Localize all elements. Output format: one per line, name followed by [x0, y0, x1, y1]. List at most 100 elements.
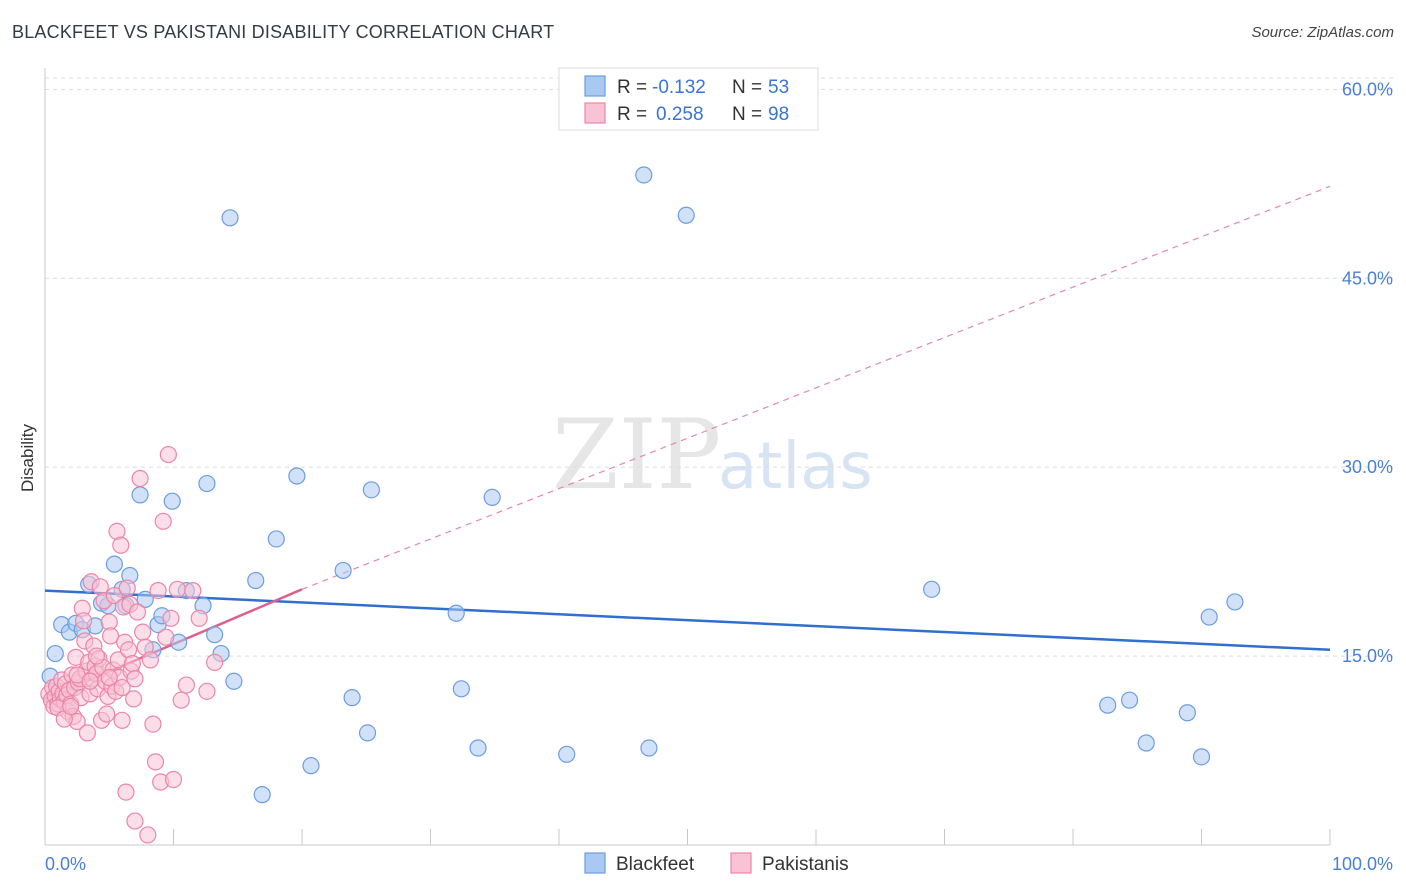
point-pakistanis [139, 826, 157, 844]
y-tick-label: 15.0% [1342, 646, 1393, 666]
legend-r-value: 0.258 [656, 104, 704, 125]
point-blackfeet [483, 488, 501, 506]
point-pakistanis [144, 715, 162, 733]
point-blackfeet [1226, 593, 1244, 611]
point-pakistanis [131, 469, 149, 488]
point-pakistanis [177, 676, 195, 694]
legend-n-value: 98 [768, 104, 789, 125]
legend-n-label: N = [732, 77, 762, 98]
point-blackfeet [105, 555, 123, 573]
legend-swatch-pakistanis [584, 102, 606, 124]
point-pakistanis [123, 655, 141, 673]
point-pakistanis [146, 753, 165, 771]
point-blackfeet [640, 739, 658, 757]
point-blackfeet [343, 689, 361, 707]
point-pakistanis [206, 653, 224, 671]
point-blackfeet [558, 745, 576, 763]
point-pakistanis [184, 581, 202, 600]
point-pakistanis [117, 783, 135, 801]
point-blackfeet [1200, 608, 1218, 626]
point-blackfeet [136, 590, 154, 609]
x-tick-label: 100.0% [1332, 854, 1393, 874]
legend-n-label: N = [732, 104, 762, 125]
point-pakistanis [105, 587, 123, 605]
point-blackfeet [288, 467, 306, 485]
chart-title: BLACKFEET VS PAKISTANI DISABILITY CORREL… [12, 22, 555, 42]
point-pakistanis [172, 691, 190, 709]
point-pakistanis [125, 690, 143, 708]
point-blackfeet [677, 206, 695, 224]
point-blackfeet [334, 561, 352, 580]
y-axis-label: Disability [18, 423, 37, 492]
point-pakistanis [87, 647, 106, 665]
point-blackfeet [1120, 691, 1139, 709]
point-blackfeet [635, 166, 653, 184]
point-blackfeet [206, 626, 224, 644]
point-blackfeet [469, 739, 487, 757]
point-pakistanis [113, 678, 131, 697]
point-pakistanis [168, 580, 186, 598]
point-blackfeet [1178, 704, 1196, 722]
point-pakistanis [141, 651, 159, 669]
tick-labels: 15.0% 30.0% 45.0% 60.0% 0.0% 100.0% [45, 79, 1393, 874]
legend-r-label: R = [617, 77, 647, 98]
point-blackfeet [302, 757, 320, 775]
y-tick-label: 30.0% [1342, 457, 1393, 477]
point-blackfeet [362, 481, 380, 499]
source-label: Source: ZipAtlas.com [1251, 24, 1394, 41]
point-blackfeet [225, 672, 243, 690]
trend-line-pakistanis-extrapolated [301, 185, 1331, 590]
point-pakistanis [159, 445, 177, 464]
axes [44, 68, 1331, 846]
point-blackfeet [452, 680, 470, 698]
point-pakistanis [101, 627, 120, 645]
point-pakistanis [126, 812, 144, 830]
point-pakistanis [78, 724, 97, 742]
point-blackfeet [358, 724, 377, 742]
y-tick-label: 45.0% [1342, 268, 1393, 288]
point-blackfeet [1099, 696, 1117, 714]
point-pakistanis [164, 770, 183, 789]
point-blackfeet [1137, 734, 1155, 752]
legend-n-value: 53 [768, 77, 789, 98]
point-blackfeet [198, 474, 216, 493]
point-pakistanis [149, 581, 167, 600]
point-pakistanis [100, 668, 118, 687]
point-pakistanis [74, 612, 93, 630]
point-blackfeet [163, 492, 181, 510]
series-pakistanis [40, 445, 224, 844]
point-pakistanis [118, 579, 136, 597]
point-pakistanis [113, 711, 131, 729]
bottom-legend-swatch-pakistanis [730, 852, 752, 874]
bottom-legend-swatch-blackfeet [584, 852, 606, 874]
point-blackfeet [253, 786, 271, 804]
point-blackfeet [447, 604, 465, 622]
point-blackfeet [267, 530, 285, 548]
point-pakistanis [154, 512, 172, 530]
legend: R = -0.132 N = 53 R = 0.258 N = 98 [558, 67, 819, 131]
point-blackfeet [46, 644, 64, 663]
point-blackfeet [131, 486, 149, 504]
point-pakistanis [134, 623, 152, 641]
point-blackfeet [923, 580, 941, 598]
point-pakistanis [81, 672, 99, 690]
point-pakistanis [198, 682, 216, 700]
point-pakistanis [157, 628, 175, 646]
point-pakistanis [98, 705, 116, 723]
legend-r-value: -0.132 [652, 77, 706, 98]
point-pakistanis [112, 536, 130, 554]
trend-line-blackfeet [44, 589, 1331, 652]
y-tick-label: 60.0% [1342, 79, 1393, 99]
point-blackfeet [247, 571, 265, 590]
legend-swatch-blackfeet [584, 75, 606, 97]
point-blackfeet [221, 209, 239, 227]
data-points [40, 166, 1244, 844]
point-pakistanis [126, 670, 144, 688]
legend-r-label: R = [617, 104, 647, 125]
x-tick-label: 0.0% [45, 854, 86, 874]
point-pakistanis [162, 609, 180, 627]
point-pakistanis [62, 697, 80, 716]
bottom-legend-label-blackfeet: Blackfeet [616, 854, 695, 875]
point-pakistanis [190, 609, 208, 627]
